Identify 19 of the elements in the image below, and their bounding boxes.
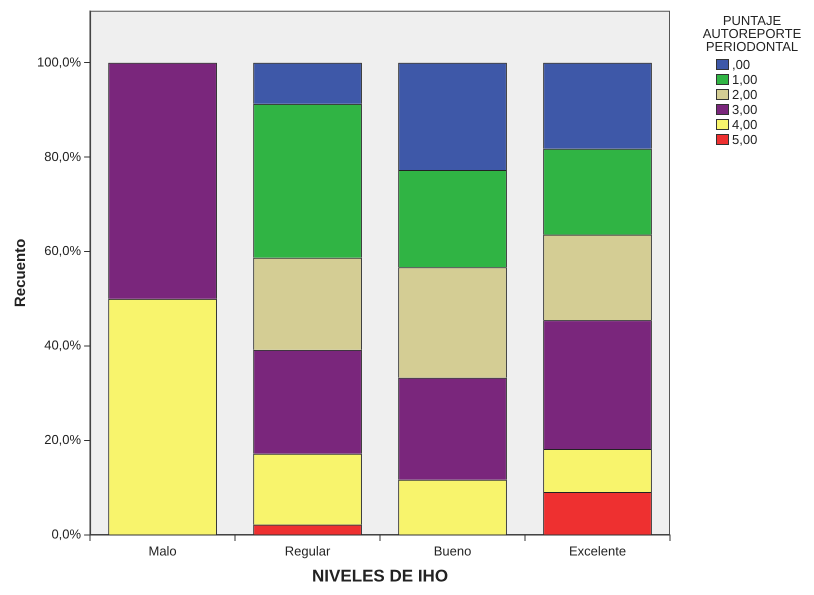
legend-label: ,00 [732,57,750,72]
legend-label: 1,00 [732,72,758,87]
y-tick-label: 100,0% [36,54,82,70]
legend-title: PUNTAJE AUTOREPORTE PERIODONTAL [702,13,802,54]
legend-label: 2,00 [732,87,758,102]
x-tick-label: Regular [284,543,331,558]
y-tick-label: 20,0% [44,432,82,448]
y-tick-label: 60,0% [44,243,82,258]
legend-label: 4,00 [732,117,758,132]
x-tick-label: Excelente [568,543,626,558]
y-tick-label: 40,0% [44,338,82,353]
x-tick-label: Malo [148,543,177,558]
x-axis-title: NIVELES DE IHO [312,566,448,586]
legend-label: 3,00 [732,102,758,117]
y-axis-title: Recuento [12,238,30,308]
legend-label: 5,00 [732,132,758,147]
y-tick-label: 0,0% [51,526,82,542]
x-tick-label: Bueno [434,543,472,558]
y-tick-label: 80,0% [44,148,82,164]
